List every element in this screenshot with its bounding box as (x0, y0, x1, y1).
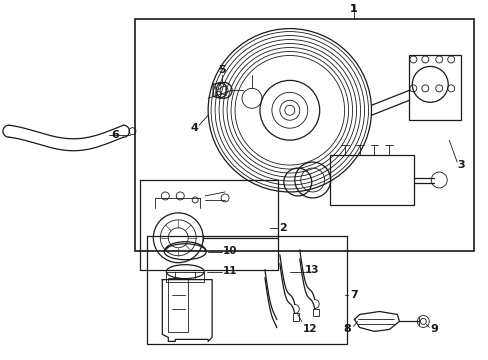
Text: 1: 1 (349, 4, 357, 14)
Bar (408, 55, 460, 120)
Text: 4: 4 (190, 123, 198, 133)
Bar (135, 19, 473, 251)
Text: 3: 3 (456, 160, 464, 170)
Bar (166, 272, 203, 282)
Bar (312, 309, 318, 316)
Bar (140, 180, 277, 270)
Text: 9: 9 (429, 324, 437, 334)
Text: 8: 8 (343, 324, 351, 334)
Text: 5: 5 (218, 66, 225, 76)
Bar (147, 236, 346, 345)
Polygon shape (354, 311, 399, 332)
Text: 2: 2 (279, 223, 286, 233)
Text: 13: 13 (304, 265, 318, 275)
Text: 6: 6 (111, 130, 119, 140)
Bar (329, 155, 413, 205)
Bar (168, 278, 188, 332)
Text: 7: 7 (350, 289, 358, 300)
Text: 11: 11 (223, 266, 237, 276)
Text: 12: 12 (302, 324, 316, 334)
Text: 1: 1 (349, 4, 357, 14)
Bar (292, 314, 298, 321)
Text: 10: 10 (223, 246, 237, 256)
